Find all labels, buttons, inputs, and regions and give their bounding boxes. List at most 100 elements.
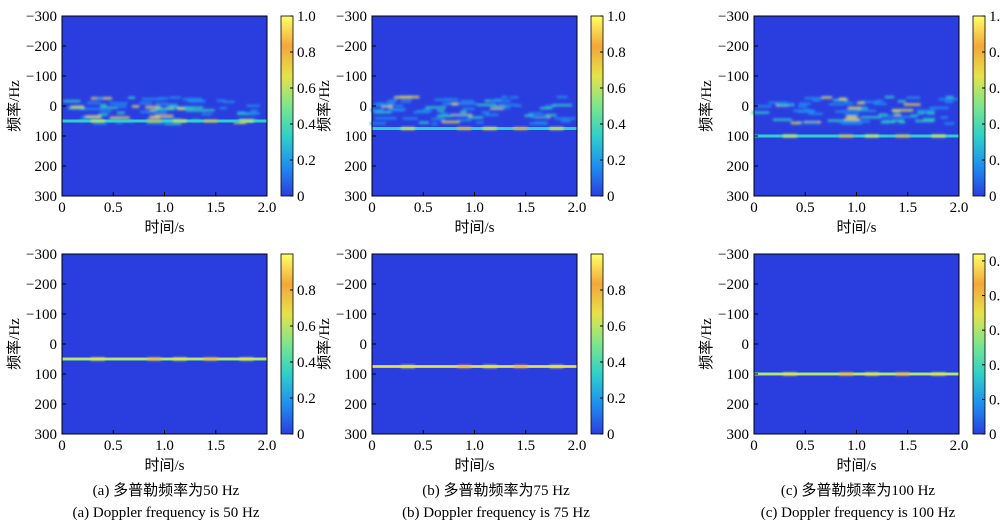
clutter-blob xyxy=(897,100,906,103)
panel-1: 0 0.5 1.0 1.5 2.0 −300 −200 −100 0 100 200 300 时间/s 频… xyxy=(6,9,316,236)
clutter-blob xyxy=(821,96,832,99)
clutter-blob xyxy=(476,103,496,107)
clutter-blob xyxy=(201,113,212,116)
clutter-blob xyxy=(109,102,128,105)
clutter-blob xyxy=(844,117,860,121)
heatmap-background xyxy=(62,16,267,196)
y-tick-label: 0 xyxy=(360,99,368,115)
colorbar-tick-label: 0.2 xyxy=(297,391,316,407)
clutter-blob xyxy=(431,117,445,121)
x-axis-label: 时间/s xyxy=(836,219,876,236)
clutter-blob xyxy=(812,99,821,102)
clutter-blob xyxy=(169,96,181,99)
heatmap-background xyxy=(62,254,267,434)
clutter-blob xyxy=(142,97,164,101)
clutter-blob xyxy=(922,118,936,121)
panel-2: 0 0.5 1.0 1.5 2.0 −300 −200 −100 0 100 200 300 时间/s 频… xyxy=(316,9,626,236)
x-axis-label: 时间/s xyxy=(454,457,494,474)
clutter-blob xyxy=(833,98,849,102)
clutter-blob xyxy=(840,120,857,124)
clutter-blob xyxy=(447,102,459,105)
clutter-blob xyxy=(827,119,846,122)
colorbar-tick-label: 0.6 xyxy=(607,81,626,97)
clutter-blob xyxy=(524,114,534,117)
caption-cn: (b) 多普勒频率为75 Hz xyxy=(422,482,570,499)
clutter-blob xyxy=(98,113,108,116)
clutter-blob xyxy=(458,119,472,122)
clutter-blob xyxy=(797,121,810,124)
clutter-blob xyxy=(204,109,215,112)
clutter-blob xyxy=(434,98,452,102)
clutter-blob xyxy=(551,103,573,107)
colorbar: 0 0.2 0.4 0.6 0.8 1.0 xyxy=(972,9,1000,205)
x-tick-label: 1.0 xyxy=(155,438,174,454)
y-tick-label: −300 xyxy=(336,9,367,25)
clutter-blob xyxy=(835,110,846,113)
clutter-blob xyxy=(510,96,519,99)
colorbar-tick-label: 0.8 xyxy=(297,283,316,299)
clutter-blob xyxy=(892,119,904,122)
clutter-blob xyxy=(756,105,772,108)
clutter-blob xyxy=(154,114,174,118)
colorbar-tick-label: 0.1 xyxy=(989,392,1000,408)
clutter-blob xyxy=(846,115,857,118)
x-axis-label: 时间/s xyxy=(454,219,494,236)
colorbar-tick-label: 0.2 xyxy=(989,153,1000,169)
y-tick-label: 200 xyxy=(345,159,368,175)
clutter-blob xyxy=(63,99,81,103)
clutter-blob xyxy=(490,99,511,103)
y-tick-label: 0 xyxy=(360,337,368,353)
y-tick-label: −100 xyxy=(336,307,367,323)
tone-hotspot xyxy=(172,119,187,123)
panel-3: 0 0.5 1.0 1.5 2.0 −300 −200 −100 0 100 200 300 时间/s 频… xyxy=(698,9,1000,236)
y-tick-label: 300 xyxy=(35,189,58,205)
clutter-blob xyxy=(177,107,185,111)
doppler-tone-line xyxy=(372,127,577,130)
colorbar-tick-label: 0.6 xyxy=(297,81,316,97)
clutter-blob xyxy=(878,113,888,116)
clutter-blob xyxy=(467,116,484,119)
clutter-blob xyxy=(185,106,204,109)
clutter-blob xyxy=(515,104,522,107)
tone-hotspots xyxy=(782,134,946,138)
clutter-blob xyxy=(145,105,161,109)
clutter-blob xyxy=(116,111,125,115)
clutter-blob xyxy=(128,96,135,99)
clutter-blob xyxy=(100,106,118,109)
clutter-blob xyxy=(388,108,407,111)
y-tick-label: 200 xyxy=(35,397,58,413)
clutter-blob xyxy=(476,121,484,124)
x-tick-label: 0.5 xyxy=(414,438,433,454)
colorbar-tick-label: 0.6 xyxy=(989,81,1000,97)
clutter-blob xyxy=(146,121,167,125)
clutter-blob xyxy=(481,111,490,114)
clutter-blob xyxy=(374,111,392,114)
clutter-blob xyxy=(425,106,447,109)
clutter-blob xyxy=(422,108,431,112)
colorbar-tick-label: 0.2 xyxy=(607,391,626,407)
tone-hotspot xyxy=(513,126,528,131)
y-tick-label: 200 xyxy=(345,397,368,413)
clutter-blob xyxy=(556,95,568,99)
caption-en: (c) Doppler frequency is 100 Hz xyxy=(761,505,956,521)
clutter-blob xyxy=(116,121,123,125)
clutter-blob xyxy=(876,99,883,103)
clutter-blob xyxy=(884,95,895,99)
panel-5: 0 0.5 1.0 1.5 2.0 −300 −200 −100 0 100 200 300 时间/s 频… xyxy=(316,247,626,474)
colorbar-tick-label: 0 xyxy=(297,427,305,443)
clutter-blob xyxy=(857,109,877,113)
clutter-blob xyxy=(100,110,112,113)
clutter-blob xyxy=(798,102,811,105)
tone-hotspot xyxy=(90,357,105,361)
colorbar-gradient xyxy=(590,253,604,435)
doppler-tone-core xyxy=(372,365,577,368)
tone-hotspot xyxy=(239,357,254,361)
clutter-blob xyxy=(484,113,499,117)
x-tick-label: 2.0 xyxy=(258,438,277,454)
x-tick-label: 2.0 xyxy=(258,200,277,216)
tone-hotspots xyxy=(90,357,254,361)
clutter-blob xyxy=(499,103,518,107)
y-tick-label: −100 xyxy=(718,69,749,85)
clutter-blob xyxy=(828,103,845,106)
y-tick-label: 300 xyxy=(345,427,368,443)
